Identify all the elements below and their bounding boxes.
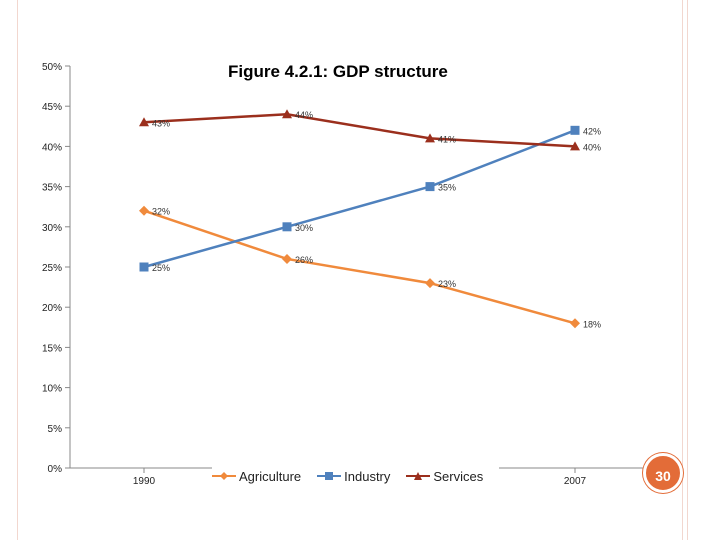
data-label-agriculture: 32% [152, 207, 170, 217]
chart-series-lines [143, 112, 576, 325]
y-tick-label: 0% [48, 464, 63, 475]
y-tick-label: 30% [42, 223, 62, 234]
y-tick-label: 25% [42, 263, 62, 274]
data-label-agriculture: 23% [438, 279, 456, 289]
chart-tick-labels: 0%5%10%15%20%25%30%35%40%45%50%199019952… [42, 62, 587, 487]
marker-industry [425, 182, 435, 192]
marker-services [282, 109, 292, 119]
x-tick-label: 2007 [564, 476, 587, 487]
y-tick-label: 10% [42, 384, 62, 395]
data-label-agriculture: 18% [583, 319, 601, 329]
marker-services [139, 117, 149, 127]
marker-industry [139, 262, 149, 272]
legend-item-industry: Industry [317, 469, 390, 484]
chart-data-labels: 32% 26% 23% 18% 25% 30% 35% 42% 43% 44% 41% 40% [152, 110, 601, 329]
slide-frame-right [682, 0, 720, 540]
legend-swatch-services [406, 472, 431, 480]
legend-item-agriculture: Agriculture [212, 469, 301, 484]
slide-frame-right-line [687, 0, 688, 540]
data-label-services: 40% [583, 142, 601, 152]
data-label-industry: 42% [583, 126, 601, 136]
marker-industry [282, 222, 292, 232]
y-tick-label: 35% [42, 183, 62, 194]
data-label-services: 44% [295, 110, 313, 120]
page-number-badge: 30 [643, 453, 683, 493]
slide-frame-left [0, 0, 18, 540]
data-label-services: 41% [438, 134, 456, 144]
y-tick-label: 45% [42, 102, 62, 113]
data-label-industry: 30% [295, 223, 313, 233]
legend-swatch-industry [317, 472, 342, 480]
chart-legend: Agriculture Industry Services [212, 466, 500, 486]
marker-services [425, 133, 435, 143]
legend-swatch-agriculture [212, 472, 236, 480]
y-tick-label: 15% [42, 343, 62, 354]
series-line-industry [143, 129, 576, 269]
series-line-services [143, 112, 576, 148]
marker-agriculture [570, 318, 580, 329]
y-tick-label: 40% [42, 142, 62, 153]
y-tick-label: 5% [48, 424, 63, 435]
chart-markers [139, 109, 580, 329]
marker-agriculture [282, 253, 292, 264]
data-label-industry: 35% [438, 183, 456, 193]
data-label-industry: 25% [152, 263, 170, 273]
legend-label-agriculture: Agriculture [239, 468, 302, 484]
x-tick-label: 1990 [133, 476, 156, 487]
legend-item-services: Services [406, 469, 483, 484]
legend-label-services: Services [433, 468, 484, 484]
y-tick-label: 20% [42, 303, 62, 314]
legend-label-industry: Industry [344, 468, 391, 484]
series-line-agriculture [143, 209, 576, 325]
data-label-services: 43% [152, 118, 170, 128]
marker-services [570, 141, 580, 151]
marker-industry [570, 125, 580, 135]
marker-agriculture [139, 205, 149, 216]
y-tick-label: 50% [42, 62, 62, 73]
data-label-agriculture: 26% [295, 255, 313, 265]
chart-title: Figure 4.2.1: GDP structure [228, 62, 448, 81]
marker-agriculture [425, 278, 435, 289]
